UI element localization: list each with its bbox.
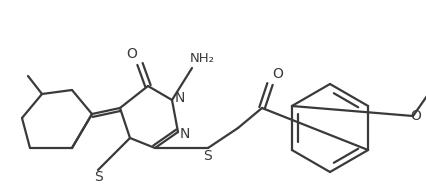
Text: O: O	[410, 109, 420, 123]
Text: O: O	[272, 67, 283, 81]
Text: N: N	[179, 127, 190, 141]
Text: NH₂: NH₂	[189, 51, 214, 64]
Text: S: S	[95, 170, 103, 184]
Text: N: N	[174, 91, 185, 105]
Text: S: S	[203, 149, 212, 163]
Text: O: O	[126, 47, 137, 61]
